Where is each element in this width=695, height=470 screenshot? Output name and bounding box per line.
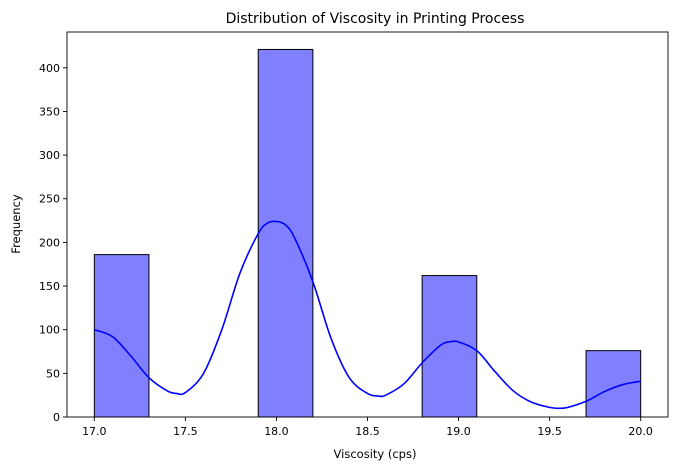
x-tick-label: 19.5 xyxy=(537,425,562,438)
y-axis-ticks: 0 50 100 150 200 250 300 350 400 xyxy=(39,62,67,424)
x-axis-ticks: 17.0 17.5 18.0 18.5 19.0 19.5 20.0 xyxy=(82,417,653,438)
x-tick-label: 18.0 xyxy=(264,425,289,438)
y-tick-label: 50 xyxy=(46,367,60,380)
histogram-bar-3 xyxy=(421,275,478,418)
histogram-bar-4 xyxy=(585,350,642,418)
histogram-bar-2 xyxy=(257,48,314,418)
y-tick-label: 250 xyxy=(39,193,60,206)
y-tick-label: 300 xyxy=(39,149,60,162)
x-tick-label: 20.0 xyxy=(628,425,653,438)
y-tick-label: 400 xyxy=(39,62,60,75)
y-tick-label: 0 xyxy=(53,411,60,424)
x-tick-label: 19.0 xyxy=(446,425,471,438)
kde-curve xyxy=(94,220,641,410)
y-axis-label: Frequency xyxy=(9,194,23,254)
y-tick-label: 100 xyxy=(39,324,60,337)
x-tick-label: 17.5 xyxy=(173,425,198,438)
histogram-bar-1 xyxy=(93,254,150,418)
chart-title: Distribution of Viscosity in Printing Pr… xyxy=(226,11,525,27)
plot-frame xyxy=(66,31,669,418)
x-tick-label: 18.5 xyxy=(355,425,380,438)
y-tick-label: 350 xyxy=(39,105,60,118)
bars-group xyxy=(93,48,642,418)
y-tick-label: 150 xyxy=(39,280,60,293)
y-tick-label: 200 xyxy=(39,236,60,249)
x-tick-label: 17.0 xyxy=(82,425,107,438)
x-axis-label: Viscosity (cps) xyxy=(334,447,417,461)
